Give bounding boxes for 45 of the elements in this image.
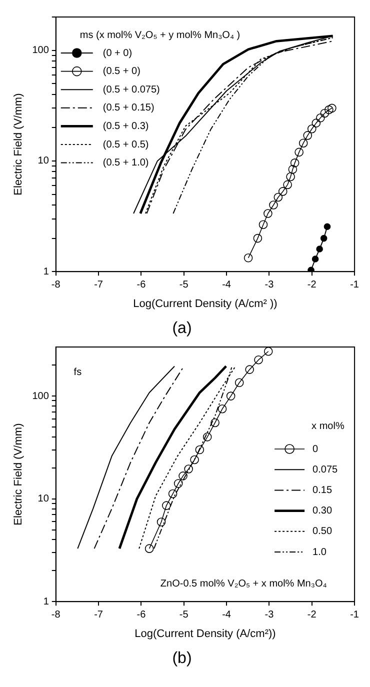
y-axis-title: Electric Field (V/mm) xyxy=(12,93,25,196)
x-tick-label: -8 xyxy=(51,609,61,620)
x-tick-label: -3 xyxy=(264,279,274,290)
legend-label: 1.0 xyxy=(312,546,327,558)
x-tick-label: -6 xyxy=(136,609,146,620)
x-axis-title: Log(Current Density (A/cm²)) xyxy=(134,628,276,640)
legend-label: (0.5 + 0.075) xyxy=(102,84,160,96)
legend-label: (0.5 + 0.15) xyxy=(102,102,154,114)
y-tick-label: 10 xyxy=(38,156,50,167)
legend-title: ms (x mol% V₂O₅ + y mol% Mn₃O₄ ) xyxy=(80,30,240,41)
x-tick-label: -2 xyxy=(307,609,317,620)
x-tick-label: -1 xyxy=(350,279,360,290)
text: (a) xyxy=(172,320,192,337)
legend-label: 0.075 xyxy=(312,464,338,476)
x-tick-label: -5 xyxy=(179,609,189,620)
x-tick-label: -3 xyxy=(264,609,274,620)
x-axis-title: Log(Current Density (A/cm² )) xyxy=(133,298,278,310)
legend-label: (0.5 + 0.3) xyxy=(102,120,149,132)
x-tick-label: -5 xyxy=(179,279,189,290)
x-tick-label: -4 xyxy=(222,609,232,620)
legend-label: 0.50 xyxy=(312,526,332,538)
x-tick-label: -8 xyxy=(51,279,61,290)
y-tick-label: 100 xyxy=(32,45,50,56)
x-tick-label: -7 xyxy=(94,609,104,620)
x-tick-label: -4 xyxy=(222,279,232,290)
annotation: ZnO-0.5 mol% V₂O₅ + x mol% Mn₃O₄ xyxy=(160,578,327,590)
legend-label: 0.15 xyxy=(312,484,332,496)
legend-label: 0 xyxy=(312,444,319,455)
legend-label: (0 + 0) xyxy=(102,48,132,59)
x-tick-label: -6 xyxy=(136,279,146,290)
y-tick-label: 10 xyxy=(38,494,50,505)
legend-label: 0.30 xyxy=(312,506,332,517)
x-tick-label: -2 xyxy=(307,279,317,290)
x-tick-label: -1 xyxy=(350,609,360,620)
x-tick-label: -7 xyxy=(94,279,104,290)
y-axis-title: Electric Field (V/mm) xyxy=(12,423,25,526)
legend-label: (0.5 + 0.5) xyxy=(102,139,149,150)
y-tick-label: 1 xyxy=(43,596,50,608)
legend-label: (0.5 + 0) xyxy=(102,66,140,78)
text: (b) xyxy=(172,650,192,667)
legend-label: (0.5 + 1.0) xyxy=(102,158,149,169)
legend-title: x mol% xyxy=(312,420,344,432)
y-tick-label: 1 xyxy=(43,266,50,278)
y-tick-label: 100 xyxy=(32,390,50,402)
annotation: fs xyxy=(74,367,82,378)
